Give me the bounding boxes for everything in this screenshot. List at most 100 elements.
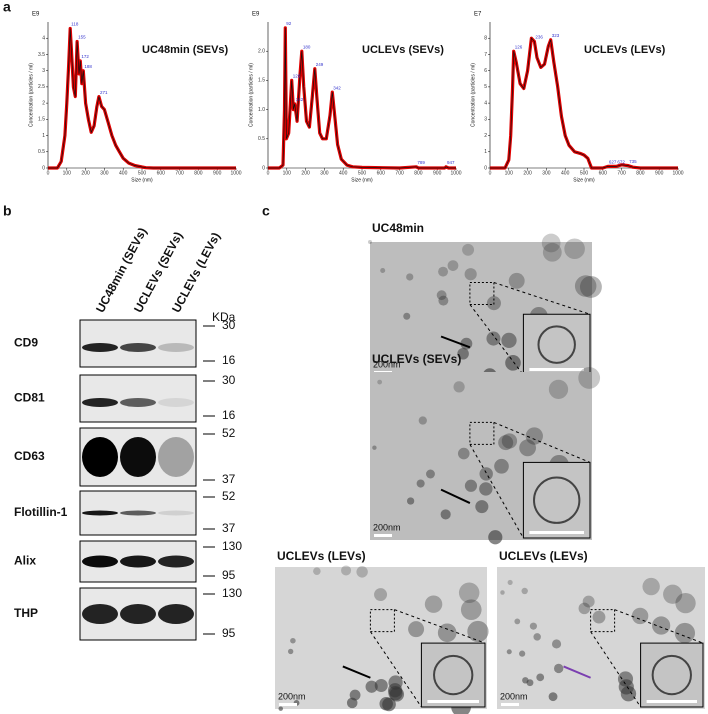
vesicle bbox=[533, 633, 541, 641]
vesicle bbox=[475, 500, 489, 514]
zoom-line bbox=[614, 609, 704, 644]
vesicle bbox=[438, 266, 449, 277]
marker-label: 52 bbox=[222, 426, 236, 440]
protein-label: Alix bbox=[14, 554, 36, 568]
peak-label: 118 bbox=[71, 22, 79, 27]
data-line bbox=[490, 37, 678, 169]
x-axis-label: Size (nm) bbox=[131, 177, 153, 183]
peak-label: 323 bbox=[552, 33, 560, 38]
x-axis-label: Size (nm) bbox=[573, 177, 595, 183]
peak-label: 342 bbox=[333, 85, 341, 90]
vesicle bbox=[507, 579, 513, 585]
inset bbox=[522, 313, 591, 376]
inset-scale bbox=[529, 368, 584, 371]
unit-label: KDa bbox=[212, 310, 236, 324]
vesicle bbox=[508, 272, 525, 289]
x-tick-label: 800 bbox=[636, 170, 645, 176]
vesicle bbox=[426, 469, 435, 479]
blot-band bbox=[120, 437, 156, 477]
scale-bar bbox=[374, 534, 392, 537]
x-tick-label: 600 bbox=[377, 170, 386, 176]
vesicle bbox=[457, 347, 469, 360]
scale-bar bbox=[501, 703, 519, 706]
vesicle bbox=[578, 602, 591, 615]
vesicle bbox=[460, 599, 482, 620]
protein-label: CD63 bbox=[14, 449, 45, 463]
vesicle bbox=[536, 673, 545, 682]
y-tick-label: 2 bbox=[484, 133, 487, 139]
vesicle bbox=[368, 240, 372, 244]
protein-label: CD9 bbox=[14, 336, 38, 350]
vesicle bbox=[618, 679, 634, 695]
inset-vesicle bbox=[433, 654, 474, 696]
x-tick-label: 200 bbox=[81, 170, 90, 176]
x-tick-label: 100 bbox=[63, 170, 72, 176]
blot-band bbox=[158, 343, 194, 352]
y-tick-label: 1.0 bbox=[258, 107, 265, 113]
peak-label: 236 bbox=[535, 35, 543, 40]
x-tick-label: 0 bbox=[267, 170, 270, 176]
x-tick-label: 900 bbox=[655, 170, 664, 176]
x-tick-label: 700 bbox=[175, 170, 184, 176]
vesicle bbox=[521, 587, 528, 595]
y-axis-label: Concentration (particles / ml) bbox=[248, 63, 254, 127]
blot-band bbox=[158, 510, 194, 516]
y-tick-label: 2.5 bbox=[38, 84, 45, 90]
blot-band bbox=[120, 555, 156, 568]
peak-label: 947 bbox=[447, 160, 455, 165]
scale-label: 200nm bbox=[373, 522, 401, 532]
vesicle bbox=[564, 238, 585, 260]
vesicle bbox=[406, 497, 415, 505]
vesicle bbox=[406, 273, 414, 281]
protein-label: CD81 bbox=[14, 391, 45, 405]
peak-label: 172 bbox=[81, 54, 89, 59]
peak-label: 672 bbox=[617, 160, 625, 165]
inset-scale bbox=[427, 700, 479, 703]
vesicle bbox=[525, 427, 543, 445]
vesicle bbox=[457, 447, 470, 460]
x-tick-label: 600 bbox=[599, 170, 608, 176]
vesicle bbox=[424, 595, 443, 613]
vesicle bbox=[313, 567, 321, 575]
y-tick-label: 0.5 bbox=[258, 136, 265, 142]
peak-label: 155 bbox=[78, 35, 86, 40]
blot-band bbox=[120, 510, 156, 516]
x-tick-label: 700 bbox=[395, 170, 404, 176]
blot-band bbox=[120, 398, 156, 407]
vesicle bbox=[522, 677, 529, 684]
y-tick-label: 0 bbox=[42, 165, 45, 171]
x-tick-label: 300 bbox=[320, 170, 329, 176]
x-tick-label: 500 bbox=[138, 170, 147, 176]
scale-label: 200nm bbox=[278, 691, 306, 701]
vesicle bbox=[374, 678, 388, 692]
peak-label: 142 bbox=[296, 97, 304, 102]
blot-band bbox=[82, 343, 118, 352]
y-tick-label: 1.5 bbox=[38, 117, 45, 123]
image-title: UCLEVs (LEVs) bbox=[499, 549, 588, 563]
x-tick-label: 500 bbox=[580, 170, 589, 176]
vesicle bbox=[553, 663, 564, 674]
zoom-box bbox=[469, 282, 495, 305]
y-tick-label: 1 bbox=[484, 149, 487, 155]
vesicle bbox=[642, 577, 660, 596]
vesicle bbox=[506, 649, 512, 655]
chart-title: UCLEVs (LEVs) bbox=[584, 44, 666, 56]
vesicle bbox=[519, 439, 537, 457]
x-tick-label: 600 bbox=[157, 170, 166, 176]
peak-label: 249 bbox=[316, 62, 324, 67]
vesicle bbox=[374, 588, 388, 602]
vesicle bbox=[464, 268, 477, 281]
vesicle bbox=[500, 590, 505, 595]
scale-bar bbox=[279, 703, 297, 706]
peak-label: 627 bbox=[609, 160, 617, 165]
y-tick-label: 4 bbox=[484, 100, 487, 106]
vesicle bbox=[519, 650, 526, 657]
arrow bbox=[440, 488, 471, 504]
vesicle bbox=[529, 622, 537, 630]
chart-title: UC48min (SEVs) bbox=[142, 44, 229, 56]
vesicle bbox=[479, 482, 493, 496]
x-tick-label: 700 bbox=[617, 170, 626, 176]
y-tick-label: 5 bbox=[484, 84, 487, 90]
inset bbox=[420, 642, 486, 708]
blot-band bbox=[82, 510, 118, 516]
